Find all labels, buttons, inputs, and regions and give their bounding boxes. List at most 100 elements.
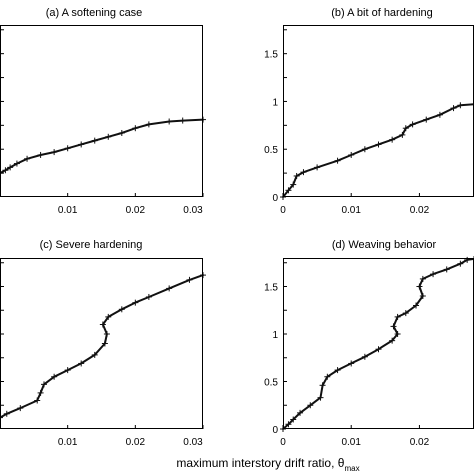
data-point bbox=[3, 410, 10, 417]
x-tick-label: 0.02 bbox=[410, 437, 430, 448]
data-point bbox=[334, 157, 341, 164]
data-point bbox=[375, 141, 382, 148]
y-tick-label: 0.5 bbox=[264, 378, 278, 389]
data-point bbox=[471, 101, 474, 108]
data-point bbox=[99, 321, 106, 328]
data-point bbox=[399, 131, 406, 138]
data-point bbox=[423, 116, 430, 123]
data-point bbox=[37, 389, 44, 396]
data-point bbox=[464, 256, 471, 263]
series-line bbox=[0, 274, 204, 419]
y-tick-label: 0 bbox=[272, 425, 278, 436]
y-tick-label: 0 bbox=[272, 193, 278, 204]
data-point bbox=[409, 121, 416, 128]
data-point bbox=[91, 351, 98, 358]
data-point bbox=[389, 337, 396, 344]
data-point bbox=[34, 397, 41, 404]
x-tick-label: 0.01 bbox=[341, 205, 361, 216]
data-point bbox=[13, 160, 20, 167]
data-point bbox=[101, 340, 108, 347]
data-point bbox=[324, 373, 331, 380]
data-point bbox=[40, 381, 47, 388]
data-point bbox=[457, 260, 464, 267]
panel-a-tick-labels: 0.01 0.02 0.03 bbox=[58, 205, 203, 216]
data-point bbox=[394, 313, 401, 320]
data-point bbox=[375, 346, 382, 353]
series-line bbox=[0, 118, 204, 175]
panel-b-tick-labels: 0 0.01 0.02 0 0.5 1 1.5 bbox=[264, 50, 430, 216]
data-point bbox=[430, 271, 437, 278]
data-point bbox=[0, 414, 3, 421]
data-point bbox=[64, 145, 71, 152]
panel-b-ticks bbox=[282, 29, 420, 197]
panel-c-tick-labels: 0.01 0.02 0.03 bbox=[58, 437, 203, 448]
y-tick-label: 1 bbox=[272, 97, 278, 108]
data-point bbox=[361, 353, 368, 360]
data-point bbox=[307, 402, 314, 409]
data-point bbox=[78, 360, 85, 367]
x-tick-label: 0 bbox=[280, 437, 286, 448]
panel-c-marks bbox=[0, 272, 206, 421]
y-tick-label: 1 bbox=[272, 330, 278, 341]
data-point bbox=[118, 129, 125, 136]
data-point bbox=[390, 323, 397, 330]
data-point bbox=[51, 149, 58, 156]
data-point bbox=[443, 266, 450, 273]
data-point bbox=[118, 306, 125, 313]
data-point bbox=[394, 331, 401, 337]
data-point bbox=[314, 164, 321, 171]
data-point bbox=[24, 155, 31, 162]
panel-a: (a) A softening case 0.01 0.02 0.03 bbox=[0, 7, 206, 216]
y-tick-label: 1.5 bbox=[264, 50, 278, 61]
data-point bbox=[317, 394, 324, 401]
panel-b-title: (b) A bit of hardening bbox=[331, 7, 433, 19]
panel-d-tick-labels: 0 0.01 0.02 0 0.5 1 1.5 bbox=[264, 283, 430, 449]
data-point bbox=[285, 187, 292, 194]
data-point bbox=[132, 125, 139, 132]
data-point bbox=[319, 382, 326, 389]
data-point bbox=[103, 331, 110, 337]
x-tick-label: 0.01 bbox=[58, 437, 78, 448]
panel-d-marks bbox=[280, 255, 474, 432]
data-point bbox=[186, 276, 193, 283]
data-point bbox=[436, 111, 443, 118]
data-point bbox=[78, 141, 85, 148]
y-tick-label: 1.5 bbox=[264, 283, 278, 294]
data-point bbox=[179, 117, 186, 124]
data-point bbox=[37, 151, 44, 158]
data-point bbox=[457, 102, 464, 109]
data-point bbox=[419, 275, 426, 282]
panel-a-marks bbox=[0, 116, 206, 177]
panel-c-ticks bbox=[0, 262, 204, 429]
x-tick-label: 0.01 bbox=[58, 205, 78, 216]
data-point bbox=[419, 293, 426, 299]
x-tick-label: 0 bbox=[280, 205, 286, 216]
data-point bbox=[105, 133, 112, 140]
x-tick-label: 0.02 bbox=[126, 437, 146, 448]
data-point bbox=[402, 125, 409, 132]
data-point bbox=[2, 167, 9, 174]
x-axis-label-text: maximum interstory drift ratio, θ bbox=[176, 456, 344, 470]
y-tick-label: 0.5 bbox=[264, 145, 278, 156]
panel-b-axes-frame bbox=[283, 25, 474, 197]
data-point bbox=[293, 172, 300, 179]
panel-d-ticks bbox=[282, 262, 420, 429]
data-point bbox=[389, 136, 396, 143]
panel-a-title: (a) A softening case bbox=[46, 7, 143, 19]
data-point bbox=[348, 151, 355, 158]
data-point bbox=[166, 118, 173, 125]
data-point bbox=[17, 405, 24, 412]
panel-a-axes-frame bbox=[0, 25, 203, 197]
data-point bbox=[7, 164, 14, 171]
data-point bbox=[300, 169, 307, 176]
data-point bbox=[145, 121, 152, 128]
data-point bbox=[450, 105, 457, 112]
panel-b: (b) A bit of hardening 0 0.01 0.02 0 0.5 1 1.5 bbox=[264, 7, 474, 216]
data-point bbox=[166, 285, 173, 292]
series-line bbox=[282, 257, 474, 430]
x-tick-label: 0.03 bbox=[183, 205, 203, 216]
x-axis-label-subscript: max bbox=[344, 464, 359, 473]
panel-c-title: (c) Severe hardening bbox=[40, 239, 143, 251]
panel-d: (d) Weaving behavior 0 0.01 0.02 0 0.5 1 1.5 bbox=[264, 239, 474, 448]
